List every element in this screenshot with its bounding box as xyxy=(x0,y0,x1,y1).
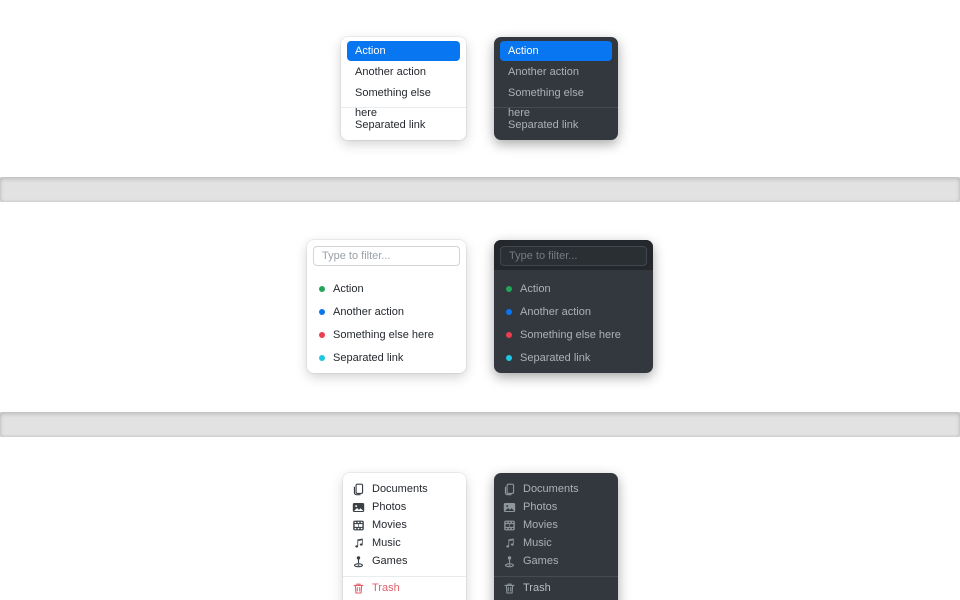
menu-item-label: Separated link xyxy=(520,351,591,364)
menu-item-label: Action xyxy=(333,282,364,295)
menu-item-label: Movies xyxy=(372,519,407,531)
menu-item-movies[interactable]: Movies xyxy=(494,516,618,534)
menu-item-something-else[interactable]: Something else here xyxy=(494,323,653,346)
menu-item-label: Photos xyxy=(523,501,558,513)
status-dot-blue xyxy=(319,308,325,315)
documents-icon xyxy=(502,482,516,496)
movies-icon xyxy=(351,518,365,532)
menu-item-label: Another action xyxy=(520,305,591,318)
menu-item-label: Another action xyxy=(333,305,404,318)
menu-item-documents[interactable]: Documents xyxy=(343,480,466,498)
status-dot-red xyxy=(506,331,512,338)
menu-item-something-else[interactable]: Something else here xyxy=(508,87,584,119)
filter-menu-light-panel: Action Another action Something else her… xyxy=(307,240,466,373)
filter-header xyxy=(494,240,653,270)
filter-menu-dark-panel: Action Another action Something else her… xyxy=(494,240,653,373)
movies-icon xyxy=(502,518,516,532)
photos-icon xyxy=(502,500,516,514)
menu-item-something-else[interactable]: Something else here xyxy=(307,323,466,346)
menu-item-movies[interactable]: Movies xyxy=(343,516,466,534)
documents-icon xyxy=(351,482,365,496)
status-dot-blue xyxy=(506,308,512,315)
menu-item-label: Something else here xyxy=(520,328,621,341)
menu-divider xyxy=(494,107,618,108)
menu-item-music[interactable]: Music xyxy=(494,534,618,552)
menu-item-label: Action xyxy=(520,282,551,295)
filter-menu-list: Action Another action Something else her… xyxy=(494,270,653,373)
games-icon xyxy=(351,554,365,568)
status-dot-red xyxy=(319,331,325,338)
menu-item-photos[interactable]: Photos xyxy=(343,498,466,516)
menu-item-action[interactable]: Action xyxy=(347,41,460,61)
photos-icon xyxy=(351,500,365,514)
menu-item-label: Music xyxy=(523,537,552,549)
menu-item-something-else[interactable]: Something else here xyxy=(355,87,431,119)
music-icon xyxy=(351,536,365,550)
menu-divider xyxy=(494,576,618,577)
menu-item-another-action[interactable]: Another action xyxy=(307,300,466,323)
filter-header xyxy=(307,240,466,270)
menu-item-separated-link[interactable]: Separated link xyxy=(494,346,653,369)
filter-input[interactable] xyxy=(313,246,460,266)
menu-item-photos[interactable]: Photos xyxy=(494,498,618,516)
menu-item-label: Music xyxy=(372,537,401,549)
menu-item-trash[interactable]: Trash xyxy=(494,579,618,597)
menu-item-label: Documents xyxy=(523,483,579,495)
music-icon xyxy=(502,536,516,550)
menu-item-games[interactable]: Games xyxy=(494,552,618,570)
menu-divider xyxy=(341,107,466,108)
menu-item-trash[interactable]: Trash xyxy=(343,579,466,597)
menu-item-music[interactable]: Music xyxy=(343,534,466,552)
menu-divider xyxy=(343,576,466,577)
menu-item-separated-link[interactable]: Separated link xyxy=(355,119,426,131)
games-icon xyxy=(502,554,516,568)
status-dot-green xyxy=(506,285,512,292)
section-divider-band xyxy=(0,177,960,202)
menu-item-action[interactable]: Action xyxy=(500,41,612,61)
icon-menu-dark-panel: Documents Photos xyxy=(494,473,618,600)
menu-item-separated-link[interactable]: Separated link xyxy=(508,119,579,131)
basic-menu-dark-panel: Action Another action Something else her… xyxy=(494,37,618,140)
trash-icon xyxy=(351,581,365,595)
trash-icon xyxy=(502,581,516,595)
menu-item-label: Separated link xyxy=(333,351,404,364)
menu-item-action[interactable]: Action xyxy=(494,277,653,300)
menu-item-action[interactable]: Action xyxy=(307,277,466,300)
menu-item-label: Movies xyxy=(523,519,558,531)
menu-item-label: Photos xyxy=(372,501,407,513)
menu-item-documents[interactable]: Documents xyxy=(494,480,618,498)
filter-menu-list: Action Another action Something else her… xyxy=(307,270,466,373)
menu-item-another-action[interactable]: Another action xyxy=(494,300,653,323)
menu-item-label: Trash xyxy=(372,582,400,594)
section-divider-band xyxy=(0,412,960,437)
menu-item-label: Games xyxy=(523,555,559,567)
menu-item-another-action[interactable]: Another action xyxy=(355,66,426,78)
menu-item-separated-link[interactable]: Separated link xyxy=(307,346,466,369)
menu-item-another-action[interactable]: Another action xyxy=(508,66,579,78)
status-dot-cyan xyxy=(319,354,325,361)
filter-input[interactable] xyxy=(500,246,647,266)
menu-item-games[interactable]: Games xyxy=(343,552,466,570)
status-dot-cyan xyxy=(506,354,512,361)
menu-item-label: Documents xyxy=(372,483,428,495)
menu-item-label: Trash xyxy=(523,582,551,594)
status-dot-green xyxy=(319,285,325,292)
basic-menu-light-panel: Action Another action Something else her… xyxy=(341,37,466,140)
menu-item-label: Games xyxy=(372,555,408,567)
menu-item-label: Something else here xyxy=(333,328,434,341)
icon-menu-light-panel: Documents Photos xyxy=(343,473,466,600)
